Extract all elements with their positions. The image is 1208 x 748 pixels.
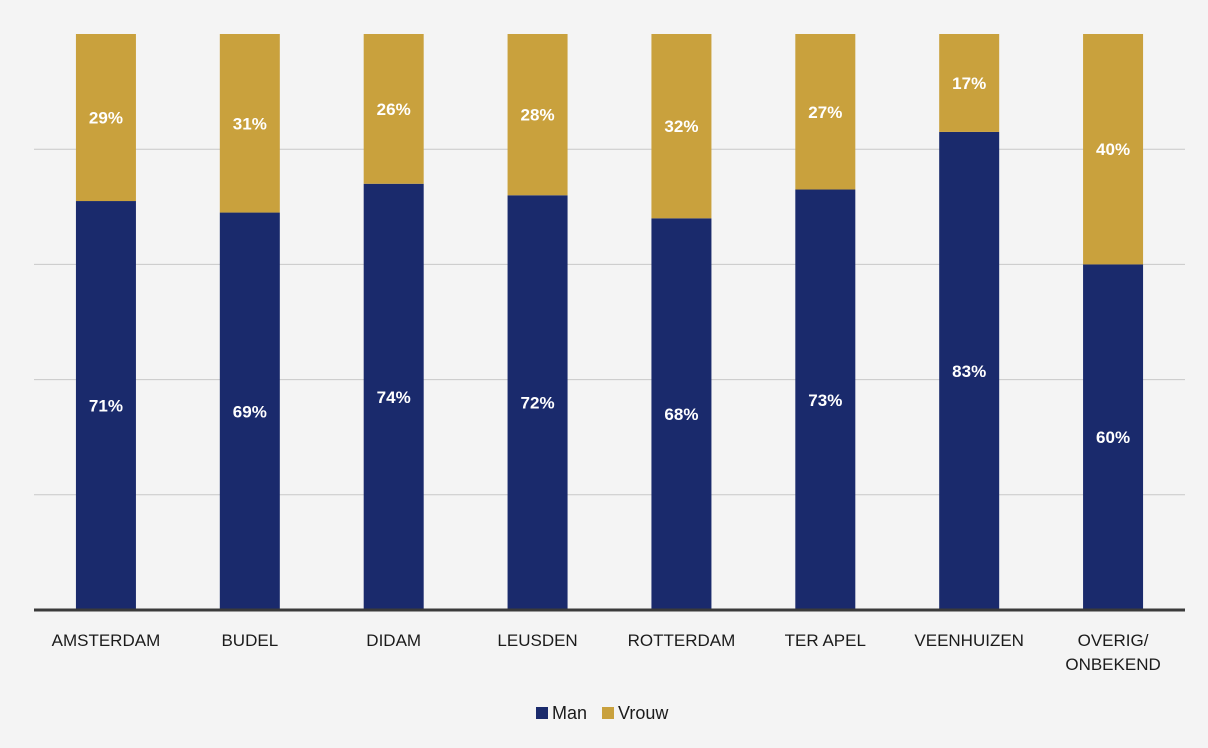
bar-man-7 (1083, 264, 1144, 610)
data-label-man-7: 60% (1096, 428, 1130, 447)
grid (34, 148, 1185, 496)
legend-swatch-man (536, 707, 548, 719)
legend-label-man: Man (552, 703, 587, 723)
data-label-man-3: 72% (521, 394, 555, 413)
data-label-man-6: 83% (952, 362, 986, 381)
data-label-man-5: 73% (808, 391, 842, 410)
bar-vrouw-5 (795, 34, 856, 190)
x-axis: AMSTERDAM BUDEL DIDAM LEUSDEN ROTTERDAM TER A… (34, 608, 1185, 674)
bar-vrouw-3 (507, 34, 568, 196)
data-labels: 71% 29% 69% 31% 74% 26% 72% 28% 68% 32% 73% 27% 83% 1… (89, 74, 1130, 447)
bar-vrouw-1 (219, 34, 280, 213)
bar-man-1 (219, 212, 280, 610)
legend: Man Vrouw (536, 703, 669, 723)
x-tick-label-7: OVERIG/ONBEKEND (1065, 631, 1160, 674)
bar-man-5 (795, 189, 856, 610)
bar-vrouw-6 (939, 34, 1000, 132)
bar-vrouw-7 (1083, 34, 1144, 265)
data-label-man-0: 71% (89, 397, 123, 416)
bars (75, 34, 1144, 611)
x-tick-label-1: BUDEL (221, 631, 278, 650)
data-label-vrouw-3: 28% (521, 106, 555, 125)
bar-man-0 (75, 201, 136, 611)
legend-swatch-vrouw (602, 707, 614, 719)
bar-man-3 (507, 195, 568, 610)
x-tick-label-5: TER APEL (785, 631, 866, 650)
bar-vrouw-2 (363, 34, 424, 184)
bar-man-4 (651, 218, 712, 610)
data-label-vrouw-5: 27% (808, 103, 842, 122)
data-label-vrouw-1: 31% (233, 114, 267, 133)
data-label-vrouw-4: 32% (664, 117, 698, 136)
bar-man-2 (363, 183, 424, 610)
bar-vrouw-4 (651, 34, 712, 219)
data-label-man-2: 74% (377, 388, 411, 407)
x-tick-label-4: ROTTERDAM (628, 631, 736, 650)
data-label-vrouw-0: 29% (89, 109, 123, 128)
x-tick-label-6: VEENHUIZEN (914, 631, 1024, 650)
bar-vrouw-0 (75, 34, 136, 202)
data-label-vrouw-2: 26% (377, 100, 411, 119)
bar-man-6 (939, 131, 1000, 611)
x-tick-label-3: LEUSDEN (497, 631, 577, 650)
x-tick-label-0: AMSTERDAM (52, 631, 161, 650)
data-label-man-1: 69% (233, 402, 267, 421)
legend-label-vrouw: Vrouw (618, 703, 669, 723)
data-label-man-4: 68% (664, 405, 698, 424)
data-label-vrouw-6: 17% (952, 74, 986, 93)
data-label-vrouw-7: 40% (1096, 140, 1130, 159)
x-tick-label-2: DIDAM (366, 631, 421, 650)
